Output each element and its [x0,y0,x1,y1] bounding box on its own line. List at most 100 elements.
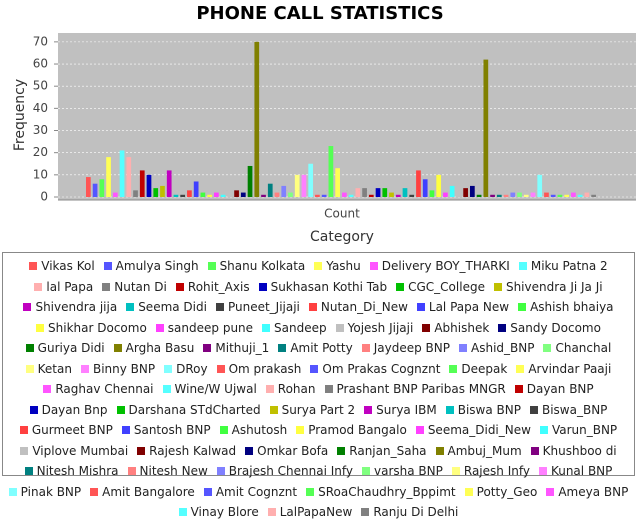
legend-label: varsha BNP [374,464,443,479]
legend-label: Prashant BNP Paribas MNGR [336,382,506,397]
legend-swatch [278,344,287,353]
bar [564,194,570,197]
bar [193,181,199,197]
legend-swatch [25,364,34,373]
legend-label: Jaydeep BNP [373,341,450,356]
legend-swatch [20,446,29,455]
legend-label: LalPapaNew [279,505,353,520]
legend-item: Kunal BNP [538,461,612,482]
y-tick-label: 30 [33,123,48,137]
legend-label: Biswa_BNP [541,402,608,417]
bar [591,194,596,197]
legend-label: Rajesh Infy [463,464,530,479]
legend-item: Gurmeet BNP [19,420,113,441]
legend-swatch [369,262,378,271]
legend-label: Shivendra jija [35,300,118,315]
legend-label: Nitesh New [139,464,208,479]
legend-swatch [207,262,216,271]
bar [389,192,394,197]
y-tick-label: 50 [33,79,48,93]
legend-swatch [137,446,146,455]
legend-label: Surya Part 2 [281,402,356,417]
bar [409,194,415,197]
legend-item: Khushboo di [530,441,617,462]
legend-item: Ashid_BNP [459,338,534,359]
legend-label: Yashu [326,259,361,274]
legend-item: Delivery BOY_THARKI [369,256,510,277]
legend-item: Yojesh Jijaji [335,318,413,339]
legend-swatch [308,303,317,312]
bar [180,194,186,197]
legend-label: Sandy Docomo [510,320,601,335]
legend-label: Amit Potty [290,341,353,356]
legend-item: Viplove Mumbai [20,441,128,462]
bar [274,192,280,197]
y-tick-label: 40 [33,101,48,115]
legend-swatch [29,262,38,271]
bar [187,190,192,197]
legend-item: Surya Part 2 [269,400,356,421]
legend-swatch [362,467,371,476]
legend-swatch [103,262,112,271]
bar [577,194,583,197]
y-tick-label: 60 [33,57,48,71]
legend-swatch [90,487,99,496]
x-axis-label: Category [310,229,374,245]
legend-swatch [422,323,431,332]
bar [557,194,563,197]
legend-swatch [19,426,28,435]
legend-item: Biswa_BNP [529,400,608,421]
legend-label: Amit Cognznt [215,484,298,499]
legend-label: Shikhar Docomo [48,320,147,335]
legend-label: Sandeep [274,320,327,335]
legend-label: Dayan Bnp [41,402,108,417]
legend-label: Seema_Didi_New [427,423,531,438]
legend-label: Vikas Kol [41,259,95,274]
bar [315,194,320,197]
legend-swatch [364,405,373,414]
bar [214,192,219,197]
legend-item: Nutan_Di_New [308,297,408,318]
bar [544,192,549,197]
legend-swatch [415,426,424,435]
legend-item: Dayan Bnp [29,400,108,421]
bar [503,194,509,197]
legend-swatch [216,364,225,373]
legend-item: Brajesh Chennai Infy [216,461,353,482]
legend-label: Ambuj_Mum [447,443,522,458]
legend-item: Biswa BNP [445,400,521,421]
bar [92,183,98,197]
legend-item: Pinak BNP [8,482,81,503]
legend-swatch [162,385,171,394]
bar [571,192,576,197]
legend-swatch [164,364,173,373]
legend-label: Delivery BOY_THARKI [381,259,510,274]
legend-label: Shivendra Ji Ja Ji [505,279,603,294]
legend-swatch [25,344,34,353]
bar [517,192,522,197]
legend-item: Sandeep [262,318,327,339]
legend-label: Ashid_BNP [471,341,535,356]
legend-label: Ranjan_Saha [349,443,427,458]
legend-swatch [516,364,525,373]
legend-item: Ranjan_Saha [337,441,427,462]
legend-item: Shivendra jija [23,297,117,318]
legend-item: Amit Bangalore [90,482,195,503]
legend-item: Nitesh New [127,461,208,482]
legend-item: Rajesh Kalwad [137,441,236,462]
legend-item: Chanchal [543,338,611,359]
legend-item: Amulya Singh [103,256,199,277]
legend-label: Amulya Singh [115,259,199,274]
legend-item: Nutan Di [102,277,167,298]
legend-swatch [178,508,187,517]
bar [328,146,334,197]
legend-swatch [269,405,278,414]
legend-swatch [416,303,425,312]
bar [99,179,105,197]
legend-swatch [514,385,523,394]
legend-swatch [113,344,122,353]
legend-swatch [543,344,552,353]
legend-swatch [538,467,547,476]
bar [335,168,340,197]
bar [463,188,468,197]
